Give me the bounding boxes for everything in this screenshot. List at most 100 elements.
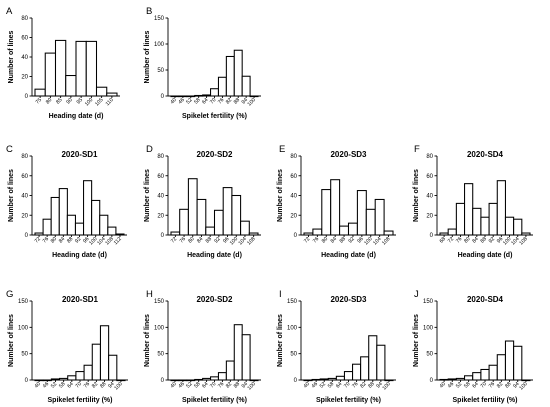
x-axis-label-e: Heading date (d) (321, 252, 376, 259)
x-tick-label-d: 104 (238, 236, 248, 246)
x-tick-label-f: 88 (480, 236, 488, 244)
y-axis-label-h: Number of lines (144, 314, 151, 367)
bar-c-92 (74, 222, 85, 236)
bar-f-100 (504, 216, 515, 236)
x-tick-label-h: 58 (193, 381, 201, 389)
bar-b-70 (210, 88, 219, 97)
x-tick-label-d: 96 (222, 236, 230, 244)
bar-d-84 (196, 198, 207, 236)
x-tick-label-j: 46 (447, 381, 455, 389)
bar-e-108 (383, 230, 394, 236)
bars-d (170, 178, 259, 236)
bar-j-76 (488, 364, 498, 381)
x-tick-label-f: 76 (455, 236, 463, 244)
x-tick-label-e: 108 (381, 236, 391, 246)
x-tick-label-j: 100 (518, 381, 528, 391)
x-tick-label-i: 88 (367, 381, 375, 389)
x-tick-label-c: 112 (113, 236, 123, 246)
y-tick-label-j: 100 (423, 325, 434, 331)
x-tick-label-j: 76 (488, 381, 496, 389)
y-tick-label-h: 50 (157, 352, 164, 358)
y-tick-label-f: 80 (426, 154, 433, 160)
x-tick-label-h: 94 (241, 381, 249, 389)
x-tick-label-h: 52 (185, 381, 193, 389)
y-tick-label-b: 150 (154, 16, 165, 22)
panel-title-g: 2020-SD1 (62, 295, 99, 304)
x-tick-label-g: 100 (113, 381, 123, 391)
y-tick-label-a: 60 (21, 36, 28, 42)
bar-d-104 (240, 220, 250, 236)
x-tick-label-g: 46 (42, 381, 50, 389)
x-tick-label-a: 90 (65, 97, 73, 105)
x-tick-label-b: 52 (185, 97, 193, 105)
bar-e-96 (356, 190, 367, 236)
x-tick-label-i: 46 (311, 381, 319, 389)
x-tick-label-g: 76 (83, 381, 91, 389)
y-tick-label-c: 40 (21, 194, 28, 200)
y-axis-label-f: Number of lines (413, 169, 420, 222)
panel-letter-j: J (414, 289, 419, 300)
bar-i-64 (335, 375, 345, 381)
x-tick-label-a: 75 (35, 97, 43, 105)
x-tick-label-d: 84 (196, 236, 204, 244)
x-tick-label-a: 110 (105, 97, 115, 107)
x-tick-label-e: 104 (372, 236, 382, 246)
y-tick-label-c: 60 (21, 174, 28, 180)
y-tick-label-b: 0 (161, 94, 165, 100)
x-tick-label-b: 100 (247, 97, 257, 107)
bar-g-76 (83, 364, 93, 381)
bar-c-80 (50, 196, 60, 236)
x-tick-label-i: 40 (303, 381, 311, 389)
bar-f-104 (513, 218, 523, 236)
y-axis-label-i: Number of lines (277, 314, 284, 367)
bar-e-92 (347, 222, 358, 236)
x-tick-label-i: 82 (359, 381, 367, 389)
bar-i-76 (352, 363, 362, 381)
panel-letter-a: A (6, 6, 13, 17)
panel-letter-g: G (6, 289, 13, 300)
panel-title-c: 2020-SD1 (61, 150, 98, 159)
x-tick-label-c: 76 (42, 236, 50, 244)
panel-title-i: 2020-SD3 (330, 295, 367, 304)
x-tick-label-e: 88 (339, 236, 347, 244)
panel-letter-f: F (414, 144, 420, 155)
x-tick-label-a: 105 (94, 97, 104, 107)
x-tick-label-j: 82 (496, 381, 504, 389)
bars-e (303, 179, 394, 236)
bar-c-96 (83, 180, 93, 236)
bar-e-80 (321, 189, 332, 236)
x-tick-label-d: 80 (187, 236, 195, 244)
x-tick-label-c: 100 (88, 236, 98, 246)
x-tick-label-i: 70 (343, 381, 351, 389)
bar-f-80 (464, 183, 474, 236)
x-axis-label-f: Heading date (d) (458, 252, 513, 259)
bar-b-82 (225, 55, 235, 97)
x-tick-label-g: 94 (107, 381, 115, 389)
y-tick-label-e: 80 (290, 154, 297, 160)
x-tick-label-c: 104 (96, 236, 106, 246)
panel-title-d: 2020-SD2 (196, 150, 233, 159)
y-axis-label-j: Number of lines (413, 314, 420, 367)
bar-f-92 (488, 202, 498, 236)
bar-i-70 (343, 371, 354, 381)
x-axis-label-j: Spikelet fertility (%) (453, 397, 518, 404)
y-tick-label-j: 50 (426, 352, 433, 358)
y-tick-label-c: 80 (21, 154, 28, 160)
y-tick-label-i: 0 (294, 378, 298, 384)
x-axis-label-c: Heading date (d) (52, 252, 107, 259)
x-tick-label-h: 88 (233, 381, 241, 389)
panel-title-f: 2020-SD4 (467, 150, 504, 159)
panel-letter-b: B (146, 6, 152, 17)
x-tick-label-b: 88 (233, 97, 241, 105)
bar-b-88 (233, 49, 243, 97)
x-axis-label-d: Heading date (d) (187, 252, 242, 259)
x-tick-label-f: 84 (471, 236, 479, 244)
bars-g (34, 325, 126, 382)
x-tick-label-g: 64 (66, 381, 74, 389)
